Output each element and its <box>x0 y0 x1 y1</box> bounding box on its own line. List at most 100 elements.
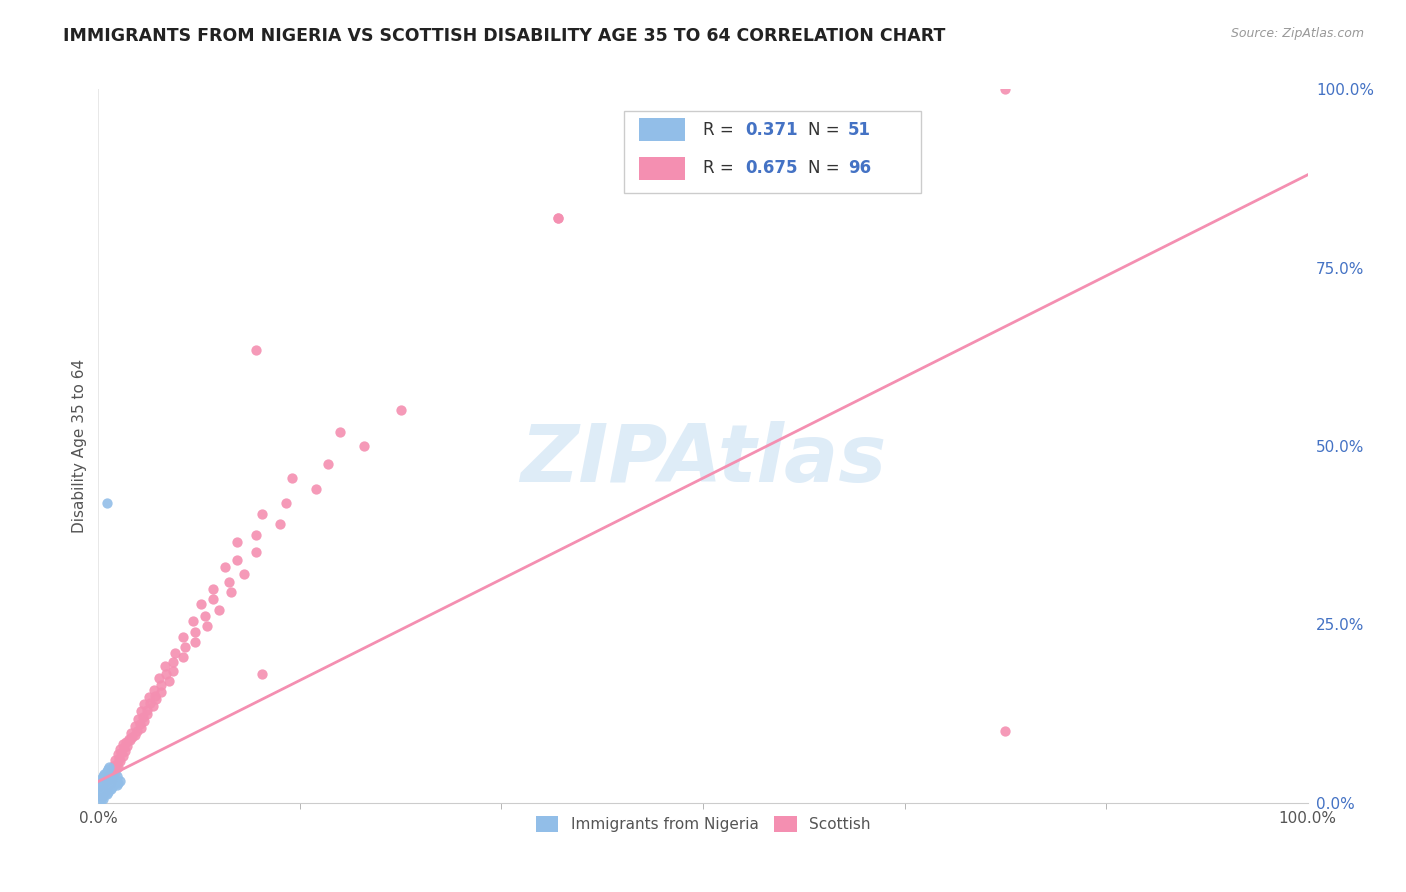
Point <box>245 544 267 558</box>
Point <box>97 778 120 792</box>
Point <box>93 767 115 781</box>
Point <box>89 778 111 792</box>
Point <box>105 769 128 783</box>
Point <box>316 457 339 471</box>
Point <box>91 789 114 803</box>
Point <box>184 635 207 649</box>
Point <box>104 753 127 767</box>
Point <box>129 705 152 719</box>
Point <box>96 778 118 792</box>
Point <box>232 567 254 582</box>
Point <box>135 703 157 717</box>
Point <box>150 685 173 699</box>
Point <box>91 783 114 797</box>
Point <box>91 781 114 796</box>
Point <box>96 496 118 510</box>
Point <box>91 778 114 792</box>
Point <box>250 507 273 521</box>
Point <box>202 592 225 607</box>
Point <box>108 774 131 789</box>
Point <box>162 655 184 669</box>
Point <box>105 778 128 792</box>
Point <box>174 640 197 655</box>
Point <box>98 760 121 774</box>
Point <box>100 774 122 789</box>
Point <box>245 528 267 542</box>
Point <box>134 698 156 712</box>
Point <box>547 211 569 225</box>
Point <box>103 762 125 776</box>
Point <box>547 211 569 225</box>
Text: ZIPAtlas: ZIPAtlas <box>520 421 886 500</box>
Point <box>274 496 297 510</box>
Point <box>148 671 170 685</box>
Point <box>226 553 249 567</box>
Point <box>103 771 125 785</box>
Text: N =: N = <box>808 160 845 178</box>
Text: 96: 96 <box>848 160 872 178</box>
Point <box>117 739 139 753</box>
Point <box>128 717 150 731</box>
Point <box>221 585 243 599</box>
Point <box>107 760 129 774</box>
Point <box>329 425 352 439</box>
Point <box>101 758 124 772</box>
Point <box>124 719 146 733</box>
Point <box>218 574 240 589</box>
Point <box>114 744 136 758</box>
Point <box>90 781 112 796</box>
Point <box>91 785 114 799</box>
Point <box>97 776 120 790</box>
Text: R =: R = <box>703 160 740 178</box>
Text: 0.371: 0.371 <box>745 121 799 139</box>
Point <box>103 776 125 790</box>
Point <box>107 747 129 762</box>
Point <box>155 667 177 681</box>
Point <box>208 603 231 617</box>
Point <box>101 772 124 787</box>
Point <box>150 678 173 692</box>
Point <box>105 756 128 771</box>
Text: 51: 51 <box>848 121 872 139</box>
Point <box>97 769 120 783</box>
Point <box>100 781 122 796</box>
FancyBboxPatch shape <box>638 119 685 141</box>
Point <box>139 696 162 710</box>
Point <box>90 776 112 790</box>
FancyBboxPatch shape <box>638 157 685 180</box>
Point <box>353 439 375 453</box>
Legend: Immigrants from Nigeria, Scottish: Immigrants from Nigeria, Scottish <box>530 810 876 838</box>
Point <box>118 731 141 746</box>
Point <box>994 724 1017 739</box>
Point <box>195 619 218 633</box>
FancyBboxPatch shape <box>624 111 921 193</box>
Point <box>121 730 143 744</box>
Point <box>93 776 115 790</box>
Point <box>118 733 141 747</box>
Point <box>305 482 328 496</box>
Point <box>181 614 204 628</box>
Text: IMMIGRANTS FROM NIGERIA VS SCOTTISH DISABILITY AGE 35 TO 64 CORRELATION CHART: IMMIGRANTS FROM NIGERIA VS SCOTTISH DISA… <box>63 27 946 45</box>
Point <box>96 783 118 797</box>
Point <box>202 582 225 596</box>
Point <box>132 710 155 724</box>
Y-axis label: Disability Age 35 to 64: Disability Age 35 to 64 <box>72 359 87 533</box>
Point <box>108 751 131 765</box>
Point <box>184 624 207 639</box>
Point <box>250 667 273 681</box>
Point <box>107 776 129 790</box>
Point <box>100 764 122 778</box>
Point <box>138 690 160 705</box>
Point <box>100 767 122 781</box>
Point <box>98 774 121 789</box>
Point <box>120 726 142 740</box>
Point <box>96 787 118 801</box>
Point <box>91 780 114 794</box>
Point <box>94 783 117 797</box>
Point <box>93 787 115 801</box>
Point <box>96 764 118 778</box>
Point <box>110 746 132 760</box>
Text: 0.675: 0.675 <box>745 160 797 178</box>
Point <box>127 724 149 739</box>
Point <box>269 517 291 532</box>
